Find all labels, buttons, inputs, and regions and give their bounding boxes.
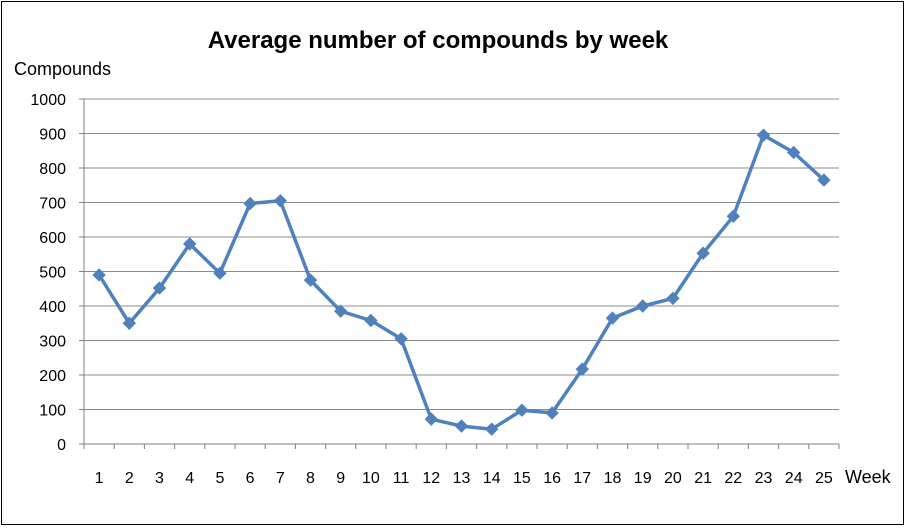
- data-point: [575, 362, 590, 376]
- y-tick-label: 400: [39, 299, 66, 316]
- data-point: [484, 422, 499, 436]
- y-tick-label: 800: [39, 161, 66, 178]
- y-tick-labels: 0 100 200 300 400 500 600 700 800 900 1000: [30, 92, 66, 454]
- x-tick-label: 22: [724, 470, 742, 487]
- y-tick-label: 200: [39, 368, 66, 385]
- x-tick-label: 8: [306, 470, 315, 487]
- x-tick-label: 20: [664, 470, 682, 487]
- data-point: [666, 291, 680, 306]
- x-tick-label: 24: [785, 470, 803, 487]
- x-tick-label: 7: [276, 470, 285, 487]
- y-tick-label: 0: [57, 437, 66, 454]
- gridlines: [79, 98, 840, 449]
- y-tick-label: 500: [39, 265, 66, 282]
- data-point: [515, 403, 529, 417]
- series-line: [97, 133, 826, 431]
- x-tick-labels: 1 2 3 4 5 6 7 8 9 10 11 12 13 14 15 16 17 18 19 20 21 22 23 24 2…: [95, 470, 833, 487]
- x-tick-label: 14: [483, 470, 501, 487]
- chart-title: Average number of compounds by week: [208, 27, 669, 54]
- x-axis-title: Week: [845, 467, 892, 487]
- data-point: [273, 194, 288, 208]
- x-tick-label: 6: [246, 470, 255, 487]
- data-point: [756, 128, 771, 142]
- x-tick-label: 15: [513, 470, 531, 487]
- y-tick-label: 300: [39, 334, 66, 351]
- x-tick-label: 1: [95, 470, 104, 487]
- x-tick-label: 2: [125, 470, 134, 487]
- x-tick-label: 10: [362, 470, 380, 487]
- x-tick-label: 11: [393, 470, 410, 487]
- x-tick-label: 25: [815, 470, 833, 487]
- data-point: [303, 273, 318, 287]
- x-tick-label: 21: [694, 470, 712, 487]
- x-tick-label: 19: [634, 470, 652, 487]
- data-point: [726, 209, 741, 224]
- data-point: [182, 237, 197, 251]
- data-point: [213, 266, 227, 280]
- y-tick-label: 700: [39, 196, 66, 213]
- y-tick-label: 1000: [30, 92, 66, 109]
- data-point: [364, 313, 378, 328]
- x-tick-label: 12: [422, 470, 440, 487]
- x-tick-label: 13: [453, 470, 471, 487]
- data-point: [817, 173, 831, 187]
- data-point: [696, 246, 710, 260]
- y-tick-label: 100: [39, 403, 66, 420]
- data-point: [635, 299, 650, 313]
- x-tick-label: 17: [573, 470, 591, 487]
- data-point: [605, 311, 620, 325]
- y-tick-label: 600: [39, 230, 66, 247]
- plot-area: [92, 128, 831, 436]
- data-point: [333, 304, 348, 318]
- data-point: [122, 316, 137, 330]
- data-point: [92, 268, 106, 282]
- data-point: [454, 419, 469, 433]
- data-point: [243, 196, 257, 211]
- data-point: [786, 145, 801, 160]
- y-axis-title: Compounds: [14, 59, 111, 79]
- x-tick-label: 3: [155, 470, 164, 487]
- x-tick-label: 4: [185, 470, 194, 487]
- data-point: [424, 412, 439, 426]
- x-tick-label: 9: [336, 470, 345, 487]
- data-point: [394, 332, 408, 346]
- data-point: [545, 406, 559, 420]
- x-tick-label: 5: [215, 470, 224, 487]
- x-tick-label: 18: [604, 470, 622, 487]
- x-tick-label: 23: [755, 470, 773, 487]
- x-tick-label: 16: [543, 470, 561, 487]
- data-point: [152, 281, 167, 295]
- y-tick-label: 900: [39, 127, 66, 144]
